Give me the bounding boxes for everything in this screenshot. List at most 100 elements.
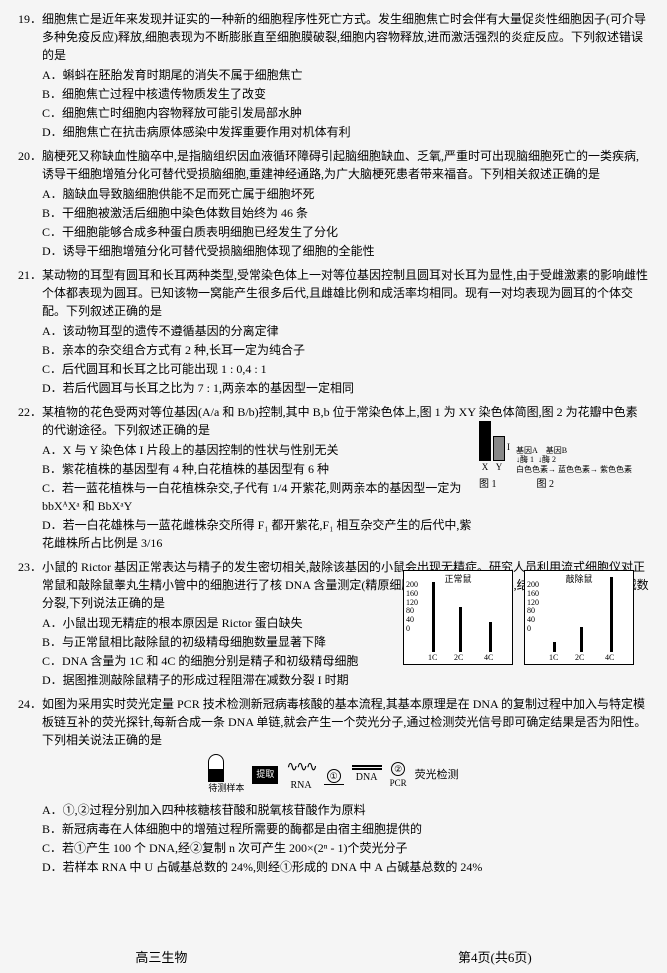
question-21: 21．某动物的耳型有圆耳和长耳两种类型,受常染色体上一对等位基因控制且圆耳对长耳…: [18, 266, 649, 397]
gene-a-label: 基因A: [516, 446, 538, 455]
q19-num: 19．: [18, 12, 42, 26]
q22-num: 22．: [18, 405, 42, 419]
q24-num: 24．: [18, 697, 42, 711]
q19-opt-b: B．细胞焦亡过程中核遗传物质发生了改变: [42, 85, 649, 103]
dna-label: DNA: [352, 770, 382, 785]
chart-normal-title: 正常鼠: [404, 573, 512, 587]
chart-normal: 正常鼠 20016012080400 1C 2C 4C: [403, 570, 513, 665]
q22-opt-d: D．若一白花雄株与一蓝花雌株杂交所得 F₁ 都开紫花,F₁ 相互杂交产生的后代中…: [42, 516, 482, 552]
q19-opt-c: C．细胞焦亡时细胞内容物释放可能引发局部水肿: [42, 104, 649, 122]
peak-n-2: [459, 607, 462, 652]
peak-k-1: [553, 642, 556, 652]
x-2c-n: 2C: [454, 652, 463, 664]
q21-opt-a: A．该动物耳型的遗传不遵循基因的分离定律: [42, 322, 649, 340]
enz2: 酶 2: [542, 455, 556, 464]
y-label: Y: [493, 461, 505, 475]
step1-label: ①: [327, 769, 341, 783]
peak-n-1: [432, 582, 435, 652]
q19-options: A．蝌蚪在胚胎发育时期尾的消失不属于细胞焦亡 B．细胞焦亡过程中核遗传物质发生了…: [42, 66, 649, 141]
x-4c-k: 4C: [605, 652, 614, 664]
x-1c-n: 1C: [428, 652, 437, 664]
peak-k-2: [580, 627, 583, 652]
q23-opt-a: A．小鼠出现无精症的根本原因是 Rictor 蛋白缺失: [42, 614, 402, 632]
q21-stem: 21．某动物的耳型有圆耳和长耳两种类型,受常染色体上一对等位基因控制且圆耳对长耳…: [18, 266, 649, 320]
rna-wave-icon: ∿∿∿: [286, 757, 315, 778]
q20-opt-c: C．干细胞能够合成多种蛋白质表明细胞已经发生了分化: [42, 223, 649, 241]
question-24: 24．如图为采用实时荧光定量 PCR 技术检测新冠病毒核酸的基本流程,其基本原理…: [18, 695, 649, 876]
x-chromosome-bar: [479, 421, 491, 461]
q20-stem: 20．脑梗死又称缺血性脑卒中,是指脑组织因血液循环障碍引起脑细胞缺血、乏氧,严重…: [18, 147, 649, 183]
q24-options: A．①,②过程分别加入四种核糖核苷酸和脱氧核苷酸作为原料 B．新冠病毒在人体细胞…: [42, 801, 649, 876]
q20-opt-b: B．干细胞被激活后细胞中染色体数目始终为 46 条: [42, 204, 649, 222]
blue-pigment: 蓝色色素: [558, 465, 590, 474]
x-1c-k: 1C: [549, 652, 558, 664]
q20-num: 20．: [18, 149, 42, 163]
white-pigment: 白色色素: [516, 465, 548, 474]
chart-knockout: 敲除鼠 20016012080400 1C 2C 4C: [524, 570, 634, 665]
q21-options: A．该动物耳型的遗传不遵循基因的分离定律 B．亲本的杂交组合方式有 2 种,长耳…: [42, 322, 649, 397]
xy-diagram: X Y I: [479, 421, 510, 475]
question-22: 22．某植物的花色受两对等位基因(A/a 和 B/b)控制,其中 B,b 位于常…: [18, 403, 649, 552]
sample-tube-icon: [208, 754, 224, 782]
footer-right: 第4页(共6页): [458, 948, 532, 968]
q19-stem: 19．细胞焦亡是近年来发现并证实的一种新的细胞程序性死亡方式。发生细胞焦亡时会伴…: [18, 10, 649, 64]
q20-text: 脑梗死又称缺血性脑卒中,是指脑组织因血液循环障碍引起脑细胞缺血、乏氧,严重时可出…: [42, 149, 639, 181]
rna-label: RNA: [286, 778, 315, 793]
q21-num: 21．: [18, 268, 42, 282]
q20-opt-d: D．诱导干细胞增殖分化可替代受损脑细胞体现了细胞的全能性: [42, 242, 649, 260]
q20-options: A．脑缺血导致脑细胞供能不足而死亡属于细胞坏死 B．干细胞被激活后细胞中染色体数…: [42, 185, 649, 260]
page-footer: 高三生物 第4页(共6页): [0, 948, 667, 968]
q20-opt-a: A．脑缺血导致脑细胞供能不足而死亡属于细胞坏死: [42, 185, 649, 203]
purple-pigment: 紫色色素: [600, 465, 632, 474]
pathway-diagram: 基因A 基因B ↓酶 1 ↓酶 2 白色色素→ 蓝色色素→ 紫色色素: [516, 446, 632, 475]
x-label: X: [479, 461, 491, 475]
q24-opt-c: C．若①产生 100 个 DNA,经②复制 n 次可产生 200×(2ⁿ - 1…: [42, 839, 649, 857]
chart-y-ticks-r: 20016012080400: [527, 581, 539, 634]
q21-opt-d: D．若后代圆耳与长耳之比为 7 : 1,两亲本的基因型一定相同: [42, 379, 649, 397]
step2-label: ②: [391, 762, 405, 776]
chart-knockout-title: 敲除鼠: [525, 573, 633, 587]
detect-label: 荧光检测: [415, 767, 459, 784]
q24-figure: 待测样本 提取 ∿∿∿ RNA ① DNA ② PCR 荧光检测: [154, 755, 514, 795]
q19-opt-a: A．蝌蚪在胚胎发育时期尾的消失不属于细胞焦亡: [42, 66, 649, 84]
q22-figure: X Y I 基因A 基因B ↓酶 1 ↓酶 2 白色色素→ 蓝色色素→ 紫色色素: [479, 421, 649, 491]
gene-b-label: 基因B: [546, 446, 567, 455]
question-23: 23．小鼠的 Rictor 基因正常表达与精子的发生密切相关,敲除该基因的小鼠会…: [18, 558, 649, 689]
question-19: 19．细胞焦亡是近年来发现并证实的一种新的细胞程序性死亡方式。发生细胞焦亡时会伴…: [18, 10, 649, 141]
fig1-label: 图 1: [479, 477, 497, 492]
q24-opt-d: D．若样本 RNA 中 U 占碱基总数的 24%,则经①形成的 DNA 中 A …: [42, 858, 649, 876]
q24-opt-a: A．①,②过程分别加入四种核糖核苷酸和脱氧核苷酸作为原料: [42, 801, 649, 819]
y-chromosome-bar: [493, 436, 505, 461]
q22-opt-a: A．X 与 Y 染色体 I 片段上的基因控制的性状与性别无关: [42, 441, 482, 459]
x-4c-n: 4C: [484, 652, 493, 664]
q24-stem: 24．如图为采用实时荧光定量 PCR 技术检测新冠病毒核酸的基本流程,其基本原理…: [18, 695, 649, 749]
q19-text: 细胞焦亡是近年来发现并证实的一种新的细胞程序性死亡方式。发生细胞焦亡时会伴有大量…: [42, 12, 646, 62]
q23-options: A．小鼠出现无精症的根本原因是 Rictor 蛋白缺失 B．与正常鼠相比敲除鼠的…: [42, 614, 402, 689]
q21-opt-c: C．后代圆耳和长耳之比可能出现 1 : 0,4 : 1: [42, 360, 649, 378]
q19-opt-d: D．细胞焦亡在抗击病原体感染中发挥重要作用对机体有利: [42, 123, 649, 141]
pcr-label: PCR: [390, 777, 407, 791]
q22-options: A．X 与 Y 染色体 I 片段上的基因控制的性状与性别无关 B．紫花植株的基因…: [42, 441, 482, 552]
peak-n-3: [489, 622, 492, 652]
footer-left: 高三生物: [135, 948, 187, 968]
extract-label: 提取: [252, 766, 278, 784]
q24-opt-b: B．新冠病毒在人体细胞中的增殖过程所需要的酶都是由宿主细胞提供的: [42, 820, 649, 838]
q23-opt-b: B．与正常鼠相比敲除鼠的初级精母细胞数量显著下降: [42, 633, 402, 651]
q21-text: 某动物的耳型有圆耳和长耳两种类型,受常染色体上一对等位基因控制且圆耳对长耳为显性…: [42, 268, 648, 318]
region-label: I: [507, 441, 510, 455]
q23-opt-c: C．DNA 含量为 1C 和 4C 的细胞分别是精子和初级精母细胞: [42, 652, 402, 670]
chart-y-ticks: 20016012080400: [406, 581, 418, 634]
fig2-label: 图 2: [537, 477, 555, 492]
x-2c-k: 2C: [575, 652, 584, 664]
q22-opt-c: C．若一蓝花植株与一白花植株杂交,子代有 1/4 开紫花,则两亲本的基因型一定为…: [42, 479, 482, 515]
q21-opt-b: B．亲本的杂交组合方式有 2 种,长耳一定为纯合子: [42, 341, 649, 359]
q22-opt-b: B．紫花植株的基因型有 4 种,白花植株的基因型有 6 种: [42, 460, 482, 478]
question-20: 20．脑梗死又称缺血性脑卒中,是指脑组织因血液循环障碍引起脑细胞缺血、乏氧,严重…: [18, 147, 649, 260]
q23-num: 23．: [18, 560, 42, 574]
enz1: 酶 1: [520, 455, 534, 464]
q23-opt-d: D．据图推测敲除鼠精子的形成过程阻滞在减数分裂 I 时期: [42, 671, 402, 689]
peak-k-3: [610, 577, 613, 652]
sample-label: 待测样本: [208, 782, 244, 796]
q23-figure: 正常鼠 20016012080400 1C 2C 4C 敲除鼠 20016012…: [399, 570, 649, 680]
q24-text: 如图为采用实时荧光定量 PCR 技术检测新冠病毒核酸的基本流程,其基本原理是在 …: [42, 697, 646, 747]
